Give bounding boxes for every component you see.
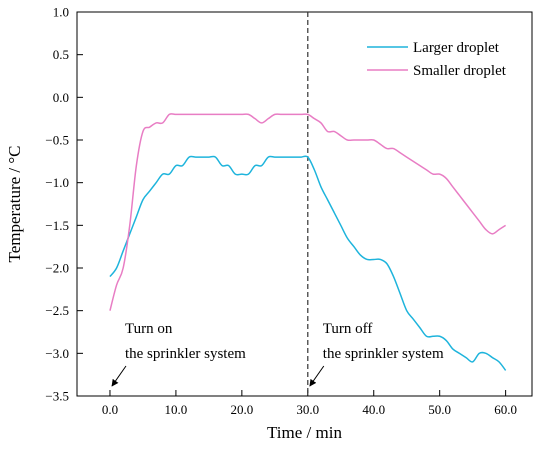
- x-tick-label: 40.0: [362, 402, 385, 417]
- series-line-smaller-droplet: [109, 113, 507, 311]
- annotation-text: the sprinkler system: [125, 346, 246, 362]
- y-tick-label: −3.5: [45, 389, 69, 404]
- y-tick-label: −0.5: [45, 133, 69, 148]
- annotation-arrow: [309, 365, 325, 387]
- x-tick-label: 20.0: [230, 402, 253, 417]
- y-tick-label: −2.0: [45, 261, 69, 276]
- annotation-text: the sprinkler system: [323, 346, 444, 362]
- y-tick-label: 0.5: [53, 47, 69, 62]
- x-tick-label: 50.0: [428, 402, 451, 417]
- y-tick-label: 1.0: [53, 5, 69, 20]
- x-axis-ticks: 0.0 10.0 20.0 30.0 40.0 50.0 60.0: [102, 390, 517, 417]
- y-axis-title: Temperature / °C: [5, 145, 24, 262]
- x-tick-label: 10.0: [165, 402, 188, 417]
- series-line-larger-droplet: [109, 155, 507, 371]
- series-layer: [109, 12, 507, 396]
- annotation-text: Turn off: [323, 321, 373, 337]
- legend: Larger droplet Smaller droplet: [367, 40, 507, 79]
- y-tick-label: −2.5: [45, 303, 69, 318]
- x-tick-label: 0.0: [102, 402, 118, 417]
- annotation-arrow: [111, 365, 127, 387]
- legend-label: Smaller droplet: [413, 63, 507, 79]
- y-tick-label: −1.5: [45, 218, 69, 233]
- y-tick-label: −3.0: [45, 346, 69, 361]
- y-axis-ticks: 1.0 0.5 0.0 −0.5 −1.0 −1.5 −2.0 −2.5 −3.0 −3.5: [45, 5, 83, 404]
- x-tick-label: 30.0: [296, 402, 319, 417]
- annotation-text: Turn on: [125, 321, 173, 337]
- plot-border: [76, 11, 533, 397]
- x-tick-label: 60.0: [494, 402, 517, 417]
- annotation-layer: Turn on the sprinkler system Turn off the s…: [111, 321, 444, 387]
- y-tick-label: 0.0: [53, 90, 69, 105]
- plot-frame: [76, 11, 533, 397]
- y-tick-label: −1.0: [45, 175, 69, 190]
- legend-label: Larger droplet: [413, 40, 500, 56]
- x-axis-title: Time / min: [267, 423, 342, 442]
